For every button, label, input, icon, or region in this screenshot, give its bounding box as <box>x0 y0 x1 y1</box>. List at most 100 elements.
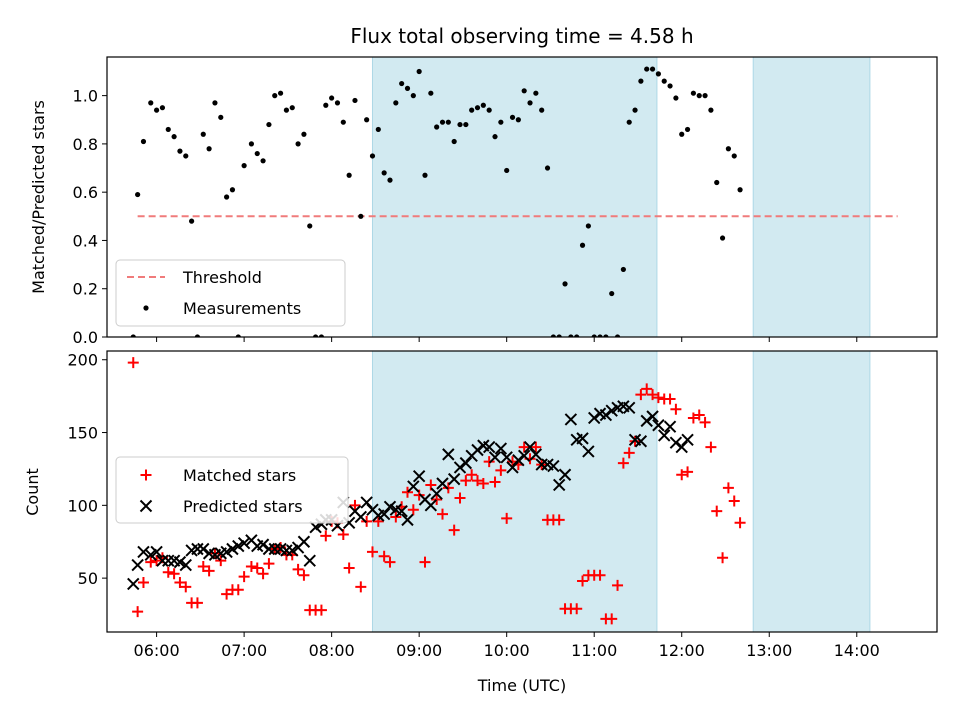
ratio-series-0-point-62 <box>492 134 498 140</box>
count-series-0-point-58 <box>466 469 478 481</box>
count-shaded-interval-0 <box>371 350 658 633</box>
count-plot-area <box>127 357 746 625</box>
ratio-series-0-point-31 <box>312 334 319 337</box>
ratio-series-0-point-75 <box>568 334 574 337</box>
count-series-0-point-57 <box>460 475 472 487</box>
ratio-ytick-label-3: 0.6 <box>73 183 98 202</box>
count-series-0-point-59 <box>472 475 484 487</box>
legend-box <box>115 456 349 524</box>
ratio-series-0-point-11 <box>194 334 201 337</box>
ratio-series-0-point-58 <box>469 107 475 113</box>
count-series-1-point-11 <box>191 542 204 556</box>
count-series-0-point-41 <box>366 546 378 558</box>
ratio-series-0-point-22 <box>260 158 266 164</box>
ratio-series-0-point-82 <box>609 290 615 297</box>
count-ytick-label-2: 150 <box>67 424 98 443</box>
ratio-series-0-point-43 <box>381 170 387 176</box>
count-series-1-point-26 <box>280 544 293 557</box>
count-series-0-point-77 <box>577 575 589 587</box>
count-series-1-point-93 <box>669 436 683 449</box>
count-series-1-point-88 <box>640 414 653 428</box>
ratio-series-0-point-26 <box>283 107 290 113</box>
count-series-0-point-69 <box>530 441 542 453</box>
count-series-0-point-90 <box>652 392 664 404</box>
count-series-0-point-64 <box>501 512 513 524</box>
ratio-series-0-point-25 <box>277 90 284 96</box>
ratio-ytick-label-0: 0.0 <box>73 328 98 347</box>
count-series-0-point-0 <box>127 357 139 369</box>
count-y-axis-label: Count <box>23 468 42 516</box>
ratio-panel: 0.0 0.2 0.4 0.6 0.8 1.0 Threshold Measurements <box>73 56 938 347</box>
ratio-series-0-point-78 <box>585 223 591 229</box>
count-series-1-point-72 <box>547 459 560 473</box>
ratio-ytick-label-5: 1.0 <box>73 87 98 106</box>
count-series-0-point-47 <box>401 486 413 498</box>
count-series-1-point-75 <box>564 413 578 426</box>
count-series-1-point-89 <box>646 410 659 423</box>
count-series-1-point-92 <box>663 420 677 433</box>
count-axes-frame <box>106 350 938 633</box>
count-series-0-point-98 <box>699 416 711 428</box>
count-series-0-point-16 <box>221 588 233 600</box>
count-series-0-point-8 <box>174 576 186 588</box>
ratio-series-0-point-94 <box>679 131 685 137</box>
count-series-0-point-11 <box>191 597 203 609</box>
ratio-series-0-point-92 <box>667 83 673 89</box>
ratio-plot-area <box>130 66 898 337</box>
count-series-0-point-101 <box>717 552 729 564</box>
count-series-1-point-81 <box>599 408 613 422</box>
count-series-1-point-61 <box>482 440 496 454</box>
ratio-series-0-point-28 <box>295 141 301 147</box>
count-series-1-point-9 <box>179 558 192 572</box>
count-panel: 50 100 150 200 06:00 07:00 08:00 09:00 10:00 11:0… <box>67 350 938 660</box>
ratio-series-0-point-64 <box>504 167 510 174</box>
count-series-0-point-85 <box>623 447 635 459</box>
count-series-0-point-103 <box>728 495 740 507</box>
ratio-ytick-label-1: 0.2 <box>73 280 98 299</box>
ratio-series-0-point-87 <box>638 78 644 84</box>
ratio-series-0-point-67 <box>521 88 527 94</box>
legend-measurements-label: Measurements <box>183 299 301 318</box>
count-series-1-point-29 <box>297 535 311 548</box>
ratio-series-0-point-15 <box>218 114 224 120</box>
count-series-1-point-78 <box>582 445 595 458</box>
count-series-0-point-22 <box>257 568 269 580</box>
count-series-0-point-73 <box>553 514 565 526</box>
count-shaded-interval-1 <box>752 350 871 633</box>
count-series-1-point-40 <box>360 496 373 509</box>
count-series-0-point-95 <box>682 466 694 478</box>
ratio-series-0-point-2 <box>140 138 147 145</box>
ratio-series-0-point-77 <box>579 242 586 248</box>
count-series-0-point-63 <box>495 464 507 476</box>
ratio-series-0-point-61 <box>486 107 492 113</box>
ratio-series-0-point-47 <box>404 85 411 91</box>
ratio-series-0-point-73 <box>556 334 562 337</box>
count-series-0-point-55 <box>448 524 460 536</box>
ratio-series-0-point-63 <box>498 119 504 125</box>
xtick-label-3: 09:00 <box>396 641 442 660</box>
ratio-series-0-point-51 <box>428 90 434 96</box>
count-series-1-point-12 <box>197 542 210 556</box>
ratio-series-0-point-55 <box>451 138 457 145</box>
ratio-series-0-point-86 <box>632 107 638 113</box>
count-series-0-point-45 <box>390 511 402 523</box>
ratio-series-0-point-35 <box>334 100 341 106</box>
count-series-1-point-65 <box>506 461 519 474</box>
count-series-0-point-14 <box>209 547 221 559</box>
ratio-series-0-point-34 <box>329 95 335 101</box>
count-series-1-point-91 <box>658 429 671 442</box>
ratio-series-0-point-42 <box>375 126 381 133</box>
ratio-series-0-point-59 <box>474 105 481 111</box>
count-series-1-point-2 <box>137 545 150 559</box>
count-series-1-point-79 <box>587 411 601 425</box>
ratio-series-0-point-23 <box>266 121 272 128</box>
count-series-1-point-48 <box>407 480 420 493</box>
count-series-1-point-47 <box>401 513 414 527</box>
ratio-shaded-interval-1 <box>752 56 871 338</box>
count-series-0-point-88 <box>641 383 653 395</box>
count-series-0-point-44 <box>384 556 396 568</box>
legend-matched-label: Matched stars <box>183 466 296 485</box>
count-ytick-label-0: 50 <box>78 569 98 588</box>
count-series-1-point-85 <box>623 401 636 414</box>
count-series-0-point-50 <box>419 556 431 568</box>
